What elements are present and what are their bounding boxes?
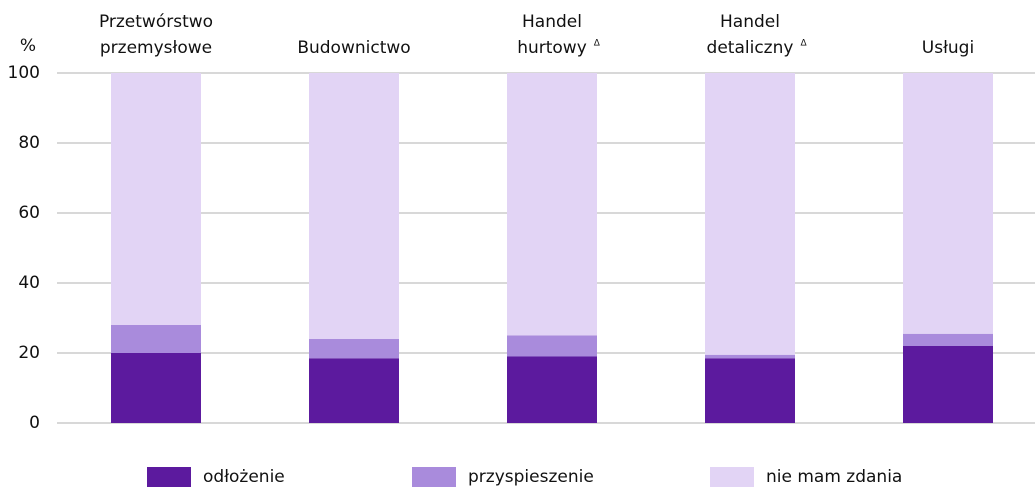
- bar-segment: [111, 73, 201, 325]
- y-tick-label: 40: [18, 273, 40, 293]
- bar-segment: [111, 325, 201, 353]
- bar-segment: [309, 358, 399, 423]
- y-tick-label: 80: [18, 133, 40, 153]
- bar-segment: [903, 346, 993, 423]
- bar-segment: [507, 356, 597, 423]
- category-note: Δ: [594, 39, 601, 49]
- legend-label: nie mam zdania: [766, 467, 902, 487]
- x-tick-label: Budownictwo: [297, 38, 410, 58]
- x-tick-label: Handel detaliczny: [707, 12, 794, 58]
- legend-swatch: [147, 467, 191, 487]
- bar-segment: [111, 353, 201, 423]
- x-tick-label: Usługi: [922, 38, 974, 58]
- bar-segment: [309, 339, 399, 359]
- category-note: Δ: [800, 39, 807, 49]
- bar-segment: [705, 358, 795, 423]
- x-tick-label: Handel hurtowy: [517, 12, 587, 58]
- bar-segment: [507, 335, 597, 357]
- bar-segment: [705, 73, 795, 355]
- bar-segment: [309, 73, 399, 339]
- y-axis-label: %: [20, 36, 36, 56]
- bar-segment: [507, 73, 597, 336]
- legend-label: przyspieszenie: [468, 467, 594, 487]
- bar-segment: [903, 333, 993, 346]
- legend-swatch: [412, 467, 456, 487]
- bar-segment: [903, 73, 993, 334]
- y-tick-label: 0: [29, 413, 40, 433]
- bar-segment: [705, 354, 795, 359]
- y-tick-label: 60: [18, 203, 40, 223]
- legend-label: odłożenie: [203, 467, 285, 487]
- x-tick-label: Przetwórstwo przemysłowe: [99, 12, 213, 58]
- legend-swatch: [710, 467, 754, 487]
- y-tick-label: 20: [18, 343, 40, 363]
- y-tick-label: 100: [8, 63, 40, 83]
